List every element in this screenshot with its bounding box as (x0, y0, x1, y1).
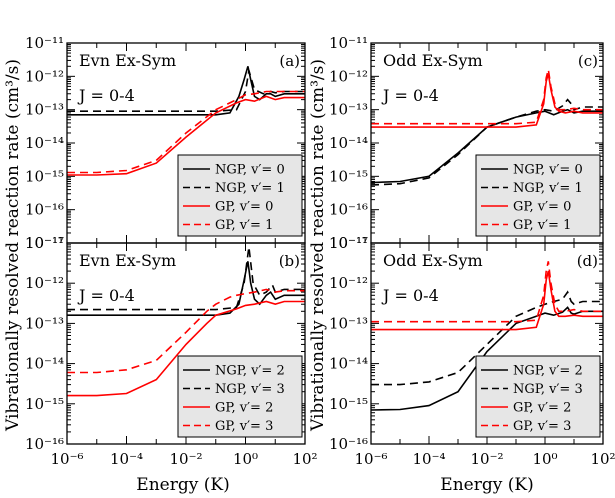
panel-title: Evn Ex-Sym (79, 51, 176, 70)
series-group (371, 69, 603, 186)
y-tick-label: 10⁻¹² (25, 274, 64, 292)
series-group (67, 66, 305, 176)
series-line (67, 246, 305, 311)
x-axis-label-left: Energy (K) (136, 475, 229, 495)
y-tick-label: 10⁻¹⁵ (25, 167, 64, 185)
legend: NGP, v′= 2 NGP, v′= 3 GP, v′= 2 GP, v′= 3 (177, 355, 303, 438)
x-tick-label: 10⁰ (233, 450, 258, 468)
y-tick-label: 10⁻¹⁶ (25, 201, 64, 219)
panel-title: Odd Ex-Sym (383, 251, 483, 270)
series-group (67, 246, 305, 397)
y-tick-label: 10⁻¹⁶ (25, 435, 64, 453)
y-tick-label: 10⁻¹⁴ (329, 355, 368, 373)
x-tick-label: 10⁰ (532, 450, 557, 468)
panel-a: 10⁻¹⁷ 10⁻¹⁶ 10⁻¹⁵ 10⁻¹⁴ 10⁻¹³ 10⁻¹² 10⁻¹¹ Evn E… (25, 34, 306, 252)
series-group (371, 261, 603, 411)
panel-title: Odd Ex-Sym (383, 51, 483, 70)
panel-label: (b) (279, 252, 300, 270)
y-tick-label: 10⁻¹² (329, 67, 368, 85)
legend-label: NGP, v′= 3 (513, 382, 583, 397)
legend-label: GP, v′= 1 (513, 218, 571, 233)
legend-label: GP, v′= 2 (215, 401, 273, 416)
y-axis-label-left: Vibrationally resolved reaction rate (cm… (3, 59, 23, 432)
panel-subtitle: J = 0-4 (77, 286, 135, 305)
legend-label: GP, v′= 1 (215, 218, 273, 233)
series-line (371, 270, 603, 331)
legend-label: NGP, v′= 1 (215, 181, 285, 196)
series-line (371, 261, 603, 323)
x-tick-label: 10² (590, 450, 615, 468)
y-tick-label: 10⁻¹⁶ (329, 435, 368, 453)
series-line (67, 90, 305, 174)
x-tick-label: 10⁻² (169, 450, 202, 468)
legend-label: NGP, v′= 0 (513, 163, 583, 178)
plot-frame (370, 242, 604, 445)
legend-label: NGP, v′= 3 (215, 382, 285, 397)
panel-d: 10⁻¹⁶ 10⁻¹⁵ 10⁻¹⁴ 10⁻¹³ 10⁻¹² 10⁻¹¹ 10⁻⁶ 10⁻⁴ 10… (329, 234, 615, 468)
y-tick-label: 10⁻¹³ (329, 314, 368, 332)
series-line (371, 69, 603, 125)
y-tick-label: 10⁻¹² (25, 67, 64, 85)
y-tick-label: 10⁻¹⁴ (329, 134, 368, 152)
panel-subtitle: J = 0-4 (381, 286, 439, 305)
y-tick-label: 10⁻¹⁶ (329, 201, 368, 219)
y-tick-label: 10⁻¹⁵ (25, 395, 64, 413)
x-tick-label: 10⁻⁶ (50, 450, 83, 468)
series-line (67, 70, 305, 112)
series-line (67, 95, 305, 176)
panel-label: (d) (577, 252, 598, 270)
y-tick-label: 10⁻¹⁵ (329, 167, 368, 185)
legend: NGP, v′= 0 NGP, v′= 1 GP, v′= 0 GP, v′= 1 (177, 154, 303, 237)
panel-c: 10⁻¹⁷ 10⁻¹⁶ 10⁻¹⁵ 10⁻¹⁴ 10⁻¹³ 10⁻¹² 10⁻¹¹ Odd E… (329, 34, 604, 252)
y-tick-label: 10⁻¹² (329, 274, 368, 292)
series-line (67, 300, 305, 397)
y-tick-label: 10⁻¹⁴ (25, 355, 64, 373)
panel-b: 10⁻¹⁶ 10⁻¹⁵ 10⁻¹⁴ 10⁻¹³ 10⁻¹² 10⁻¹¹ 10⁻⁶ 10⁻⁴ 10… (25, 234, 318, 468)
x-tick-label: 10⁻⁶ (354, 450, 387, 468)
y-tick-label: 10⁻¹⁷ (25, 234, 64, 252)
y-tick-label: 10⁻¹³ (25, 101, 64, 119)
y-tick-label: 10⁻¹⁵ (329, 395, 368, 413)
legend-label: GP, v′= 3 (513, 419, 571, 434)
panel-subtitle: J = 0-4 (381, 86, 439, 105)
y-tick-label: 10⁻¹⁴ (25, 134, 64, 152)
legend-label: GP, v′= 2 (513, 401, 571, 416)
legend: NGP, v′= 0 NGP, v′= 1 GP, v′= 0 GP, v′= 1 (475, 154, 601, 237)
series-line (371, 306, 603, 411)
legend-label: NGP, v′= 0 (215, 163, 285, 178)
x-tick-label: 10⁻⁴ (110, 450, 143, 468)
y-tick-label: 10⁻¹³ (25, 314, 64, 332)
x-tick-label: 10² (292, 450, 317, 468)
y-tick-label: 10⁻¹³ (329, 101, 368, 119)
y-axis-label-right: Vibrationally resolved reaction rate (cm… (308, 59, 328, 432)
panel-label: (c) (578, 52, 598, 70)
panel-subtitle: J = 0-4 (77, 86, 135, 105)
legend-label: GP, v′= 3 (215, 419, 273, 434)
legend-label: GP, v′= 0 (513, 200, 571, 215)
y-tick-label: 10⁻¹⁷ (329, 234, 368, 252)
legend-label: NGP, v′= 2 (215, 364, 285, 379)
y-tick-label: 10⁻¹¹ (329, 34, 368, 52)
legend-label: NGP, v′= 2 (513, 364, 583, 379)
legend-label: NGP, v′= 1 (513, 181, 583, 196)
series-line (67, 288, 305, 374)
series-line (67, 66, 305, 116)
legend-label: GP, v′= 0 (215, 200, 273, 215)
y-tick-label: 10⁻¹¹ (25, 34, 64, 52)
plot-frame (66, 242, 306, 445)
y-tick-label: 10⁻¹¹ (329, 234, 368, 252)
panel-title: Evn Ex-Sym (79, 251, 176, 270)
x-tick-label: 10⁻² (470, 450, 503, 468)
series-line (371, 98, 603, 186)
y-tick-label: 10⁻¹¹ (25, 234, 64, 252)
x-axis-label-right: Energy (K) (440, 475, 533, 495)
x-tick-label: 10⁻⁴ (412, 450, 445, 468)
panel-label: (a) (279, 52, 300, 70)
legend: NGP, v′= 2 NGP, v′= 3 GP, v′= 2 GP, v′= 3 (475, 355, 601, 438)
